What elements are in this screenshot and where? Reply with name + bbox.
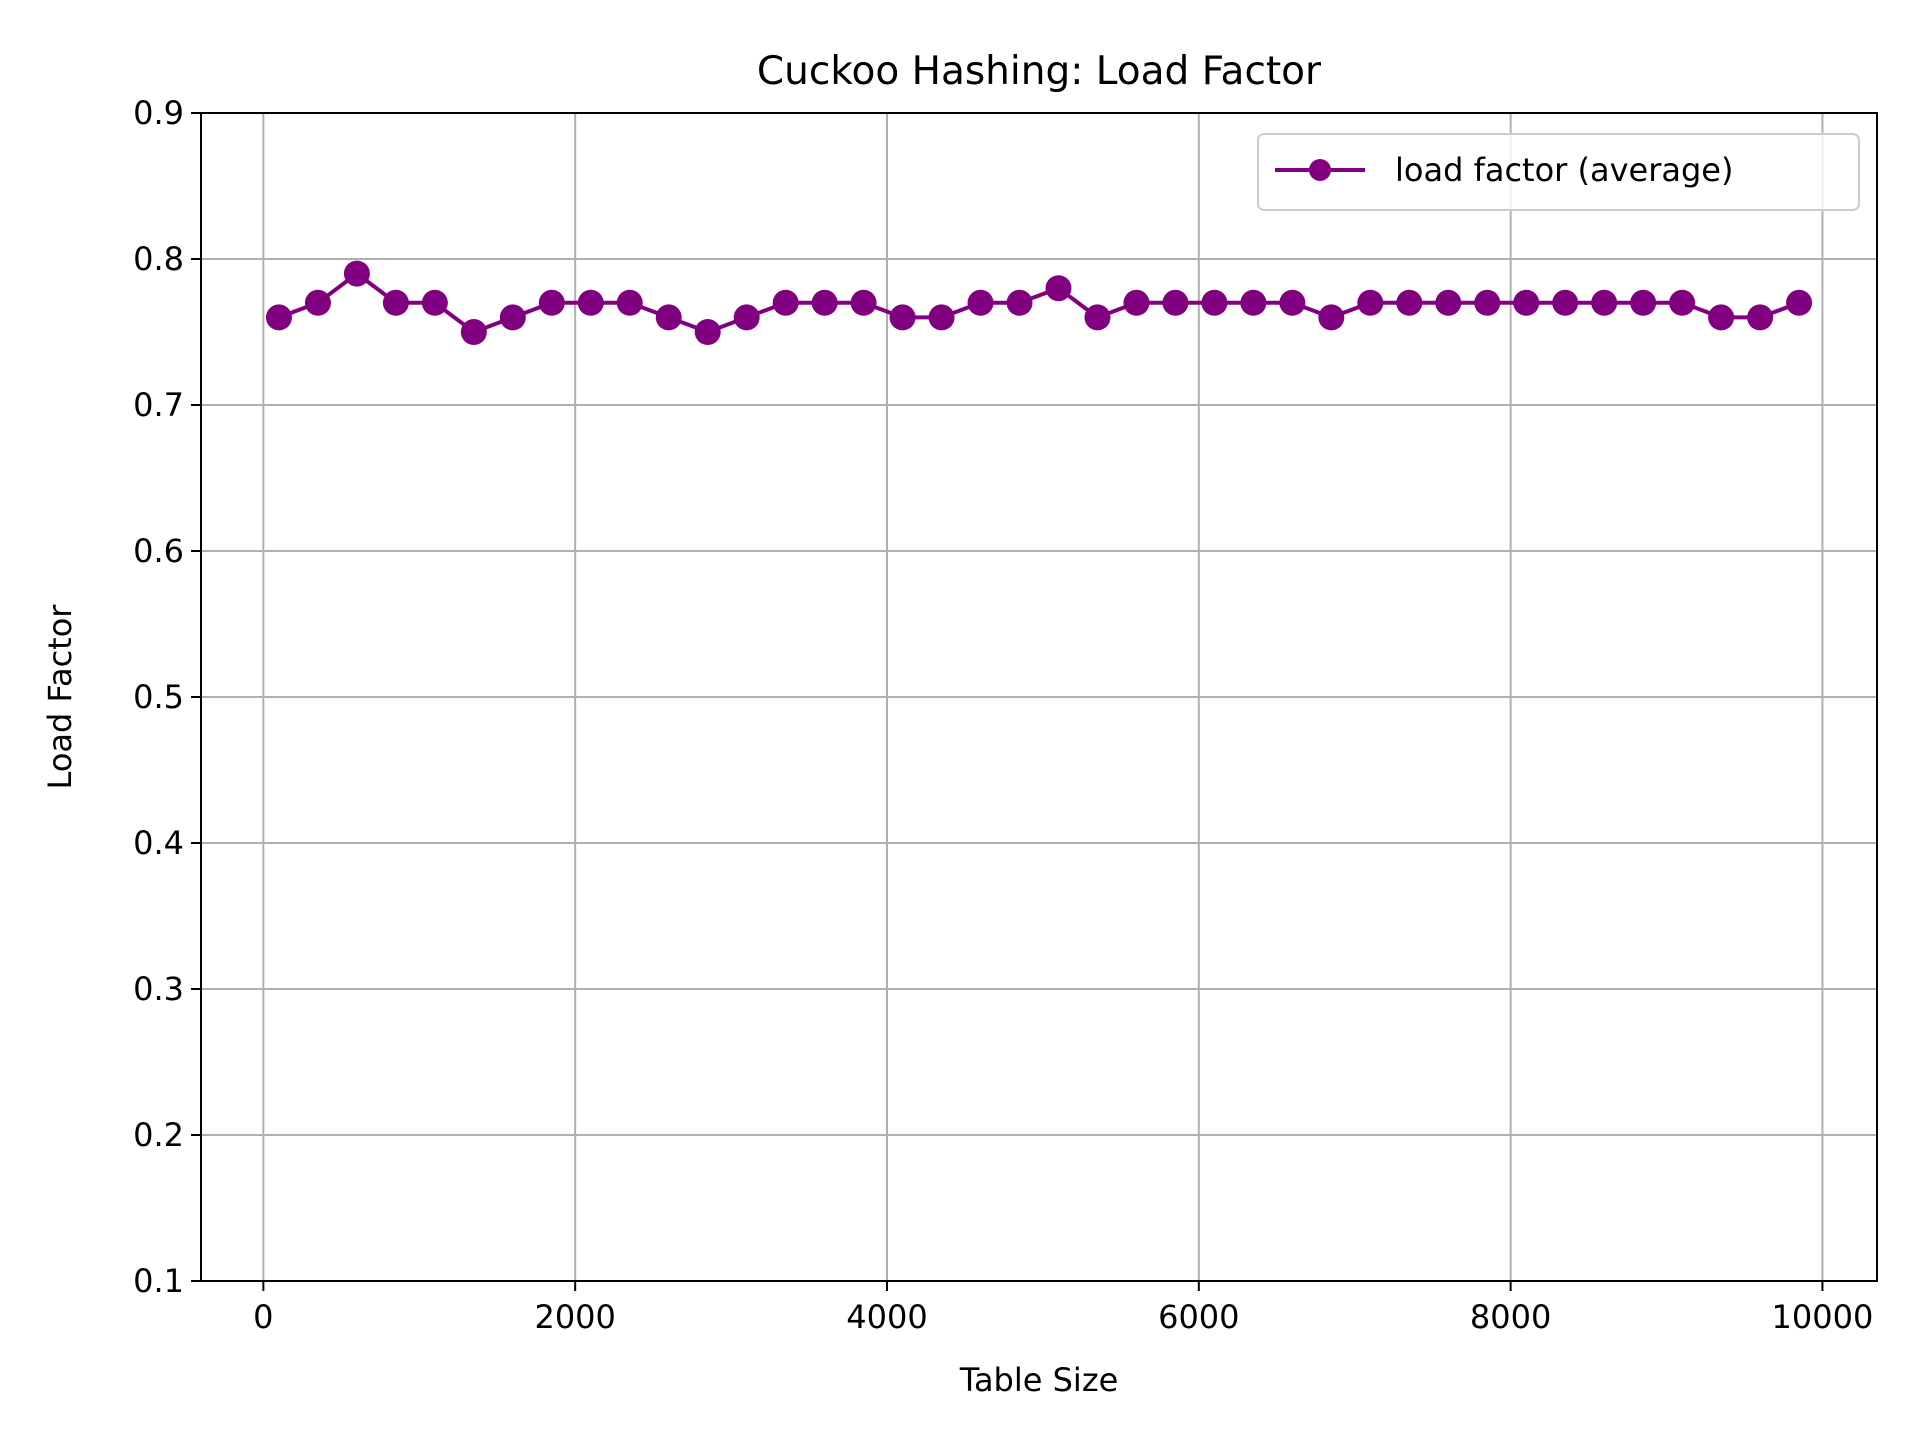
data-point bbox=[1513, 289, 1540, 316]
chart-title: Cuckoo Hashing: Load Factor bbox=[757, 49, 1322, 94]
data-point bbox=[343, 260, 370, 287]
data-point bbox=[1708, 304, 1735, 331]
data-point bbox=[655, 304, 682, 331]
series-layer bbox=[265, 260, 1813, 345]
data-point bbox=[1084, 304, 1111, 331]
x-tick-label: 6000 bbox=[1158, 1298, 1239, 1336]
legend-series-marker bbox=[1309, 159, 1331, 181]
data-point bbox=[265, 304, 292, 331]
grid bbox=[201, 112, 1877, 1282]
data-point bbox=[1474, 289, 1501, 316]
data-point bbox=[811, 289, 838, 316]
data-point bbox=[460, 319, 487, 345]
data-point bbox=[928, 304, 955, 331]
data-point bbox=[694, 319, 721, 345]
y-tick-label: 0.5 bbox=[133, 678, 184, 716]
data-point bbox=[1552, 289, 1579, 316]
data-point bbox=[1318, 304, 1345, 331]
legend-box bbox=[1257, 133, 1860, 211]
data-point bbox=[499, 304, 526, 331]
data-point bbox=[382, 289, 409, 316]
data-point bbox=[616, 289, 643, 316]
y-tick-label: 0.2 bbox=[133, 1116, 184, 1154]
data-point bbox=[1045, 275, 1072, 302]
y-tick-label: 0.8 bbox=[133, 240, 184, 278]
data-point bbox=[1669, 289, 1696, 316]
data-point bbox=[1240, 289, 1267, 316]
x-tick-label: 4000 bbox=[846, 1298, 927, 1336]
data-point bbox=[1162, 289, 1189, 316]
x-axis-label: Table Size bbox=[959, 1361, 1119, 1399]
data-point bbox=[733, 304, 760, 331]
data-point bbox=[850, 289, 877, 316]
data-point bbox=[967, 289, 994, 316]
data-point bbox=[538, 289, 565, 316]
data-point bbox=[1786, 289, 1813, 316]
x-tick-label: 10000 bbox=[1772, 1298, 1874, 1336]
y-tick-label: 0.6 bbox=[133, 532, 184, 570]
data-point bbox=[1006, 289, 1033, 316]
x-tick-label: 8000 bbox=[1470, 1298, 1551, 1336]
y-tick-label: 0.4 bbox=[133, 824, 184, 862]
y-axis-label: Load Factor bbox=[41, 604, 79, 790]
x-tick-label: 0 bbox=[253, 1298, 273, 1336]
data-point bbox=[421, 289, 448, 316]
data-point bbox=[1435, 289, 1462, 316]
data-point bbox=[1630, 289, 1657, 316]
data-point bbox=[1123, 289, 1150, 316]
data-point bbox=[1747, 304, 1774, 331]
data-point bbox=[1357, 289, 1384, 316]
legend: load factor (average) bbox=[1257, 133, 1860, 211]
axis-ticks: 0 2000 4000 6000 8000 10000 0.1 0.2 0.3 0.4 0.5 0.6… bbox=[133, 94, 1873, 1336]
legend-series-label: load factor (average) bbox=[1395, 151, 1733, 189]
y-tick-label: 0.7 bbox=[133, 386, 184, 424]
series-line bbox=[278, 271, 1800, 334]
y-tick-label: 0.3 bbox=[133, 970, 184, 1008]
data-point bbox=[772, 289, 799, 316]
data-point bbox=[1591, 289, 1618, 316]
data-point bbox=[1201, 289, 1228, 316]
y-tick-label: 0.1 bbox=[133, 1262, 184, 1300]
data-point bbox=[304, 289, 331, 316]
data-point bbox=[577, 289, 604, 316]
data-point bbox=[889, 304, 916, 331]
data-point bbox=[1279, 289, 1306, 316]
y-tick-label: 0.9 bbox=[133, 94, 184, 132]
data-point bbox=[1396, 289, 1423, 316]
x-tick-label: 2000 bbox=[534, 1298, 615, 1336]
